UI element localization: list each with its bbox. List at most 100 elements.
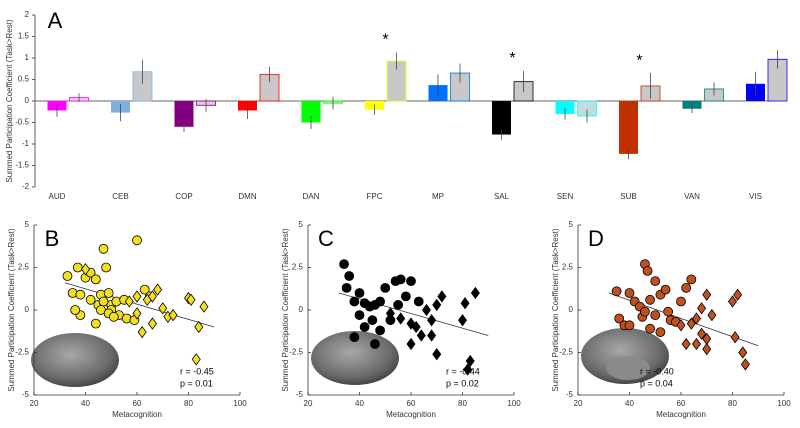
diamond-point (132, 290, 142, 303)
diamond-point (427, 314, 437, 327)
diamond-point (186, 293, 196, 306)
y-tick-label: -2.5 (15, 348, 29, 357)
circle-point (72, 262, 83, 273)
diamond-point (147, 317, 157, 330)
diamond-point (458, 314, 467, 327)
significance-marker: * (509, 50, 515, 67)
circle-point (344, 271, 355, 281)
significance-marker: * (636, 52, 642, 69)
circle-point (406, 276, 416, 287)
diamond-point (153, 283, 163, 296)
diamond-point (740, 358, 750, 371)
diamond-point (728, 295, 737, 308)
diamond-point (691, 312, 701, 325)
x-axis-label: Metacognition (386, 410, 436, 419)
x-tick-label: 100 (507, 399, 521, 408)
x-axis-label: Metacognition (656, 410, 706, 419)
bar (619, 101, 638, 154)
x-tick-label: AUD (49, 192, 66, 201)
circle-point (370, 339, 380, 349)
circle-point (645, 294, 655, 305)
x-tick-label: 60 (407, 399, 416, 408)
y-tick-label: 1 (25, 53, 30, 62)
x-tick-label: SEN (557, 192, 574, 201)
fit-line (64, 282, 215, 328)
diamond-point (702, 288, 712, 301)
diamond-point (470, 286, 480, 300)
diamond-point (191, 353, 201, 366)
circle-point (90, 274, 101, 285)
diamond-point (686, 317, 696, 330)
circle-point (354, 310, 365, 321)
diamond-point (421, 303, 431, 317)
circle-point (663, 306, 674, 317)
y-tick-label: -0.5 (15, 118, 29, 127)
circle-point (400, 291, 411, 302)
diamond-point (168, 308, 178, 322)
diamond-point (730, 331, 740, 344)
circle-point (85, 294, 96, 305)
y-axis-label: Summed Participation Coefficient (Task>R… (5, 19, 14, 183)
y-tick-label: -2.5 (289, 348, 303, 357)
circle-point (339, 259, 349, 270)
diamond-point (396, 312, 406, 325)
diamond-point (681, 337, 691, 351)
y-axis-label: Summed Participation Coefficient (Task>R… (551, 228, 560, 392)
x-tick-label: VAN (684, 192, 700, 201)
stat-label: r = -0.40 (640, 366, 674, 376)
y-tick-label: -5 (22, 390, 30, 399)
circle-point (98, 243, 109, 254)
diamond-point (427, 329, 437, 342)
y-tick-label: 0.5 (18, 75, 30, 84)
diamond-point (132, 307, 142, 320)
circle-point (375, 325, 386, 336)
diamond-point (158, 302, 168, 315)
circle-point (642, 265, 653, 276)
diamond-point (697, 302, 707, 315)
y-tick-label: 2.5 (18, 263, 30, 272)
diamond-point (124, 295, 134, 308)
circle-point (395, 274, 406, 285)
y-tick-label: -1.5 (15, 161, 29, 170)
circle-point (98, 296, 109, 307)
diamond-point (463, 363, 473, 376)
y-tick-label: 0 (25, 96, 30, 105)
diamond-point (702, 342, 712, 356)
circle-point (90, 318, 101, 329)
diamond-point (738, 346, 748, 359)
circle-point (359, 322, 370, 332)
y-tick-label: -5 (296, 390, 304, 399)
panel-label: C (318, 226, 334, 251)
x-tick-label: SUB (620, 192, 636, 201)
x-tick-label: SAL (494, 192, 510, 201)
stat-label: p = 0.02 (446, 378, 479, 388)
circle-point (624, 320, 635, 331)
circle-point (103, 288, 114, 298)
x-tick-label: MP (432, 192, 444, 201)
panel-label: D (588, 226, 604, 251)
x-tick-label: 40 (355, 399, 364, 408)
circle-point (139, 284, 150, 295)
x-tick-label: 60 (677, 399, 686, 408)
diamond-point (460, 297, 470, 310)
diamond-point (147, 290, 157, 303)
significance-marker: * (382, 32, 388, 49)
bar (492, 101, 511, 135)
x-tick-label: VIS (749, 192, 762, 201)
x-axis-label: Metacognition (112, 410, 162, 419)
circle-point (660, 284, 671, 295)
diamond-point (437, 290, 447, 303)
y-tick-label: -2.5 (559, 348, 573, 357)
circle-point (62, 271, 73, 281)
y-tick-label: 0 (299, 305, 304, 314)
y-tick-label: 5 (569, 220, 574, 229)
circle-point (132, 235, 142, 246)
y-tick-label: 0 (25, 305, 30, 314)
diamond-point (81, 263, 90, 276)
diamond-point (199, 300, 209, 313)
diamond-point (676, 319, 686, 332)
y-tick-label: -5 (566, 390, 574, 399)
diamond-point (406, 337, 416, 351)
y-axis-label: Summed Participation Coefficient (Task>R… (7, 228, 16, 392)
stat-label: p = 0.01 (180, 378, 213, 388)
